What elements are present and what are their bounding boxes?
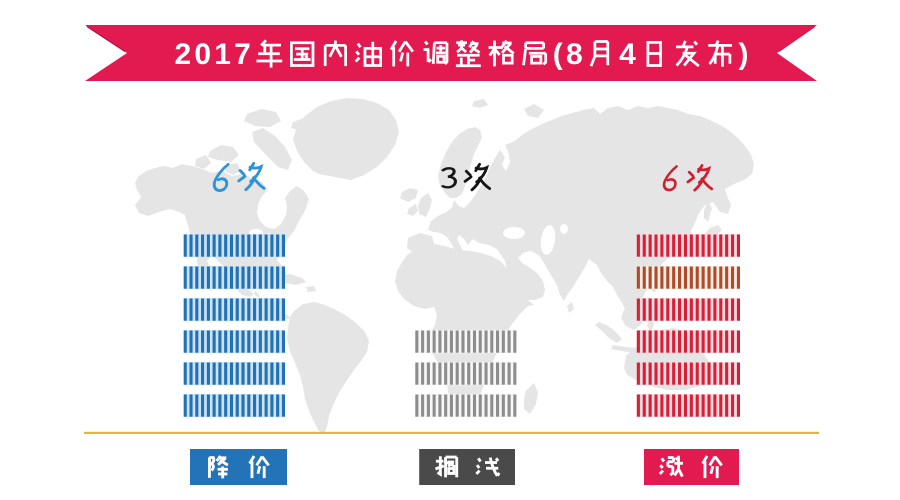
svg-text:(: (: [553, 38, 563, 71]
svg-text:8: 8: [566, 38, 583, 71]
svg-text:4: 4: [619, 38, 636, 71]
svg-text:): ): [739, 38, 749, 71]
svg-text:1: 1: [214, 38, 231, 71]
svg-text:2: 2: [175, 38, 192, 71]
svg-text:0: 0: [194, 38, 211, 71]
svg-text:7: 7: [234, 38, 251, 71]
